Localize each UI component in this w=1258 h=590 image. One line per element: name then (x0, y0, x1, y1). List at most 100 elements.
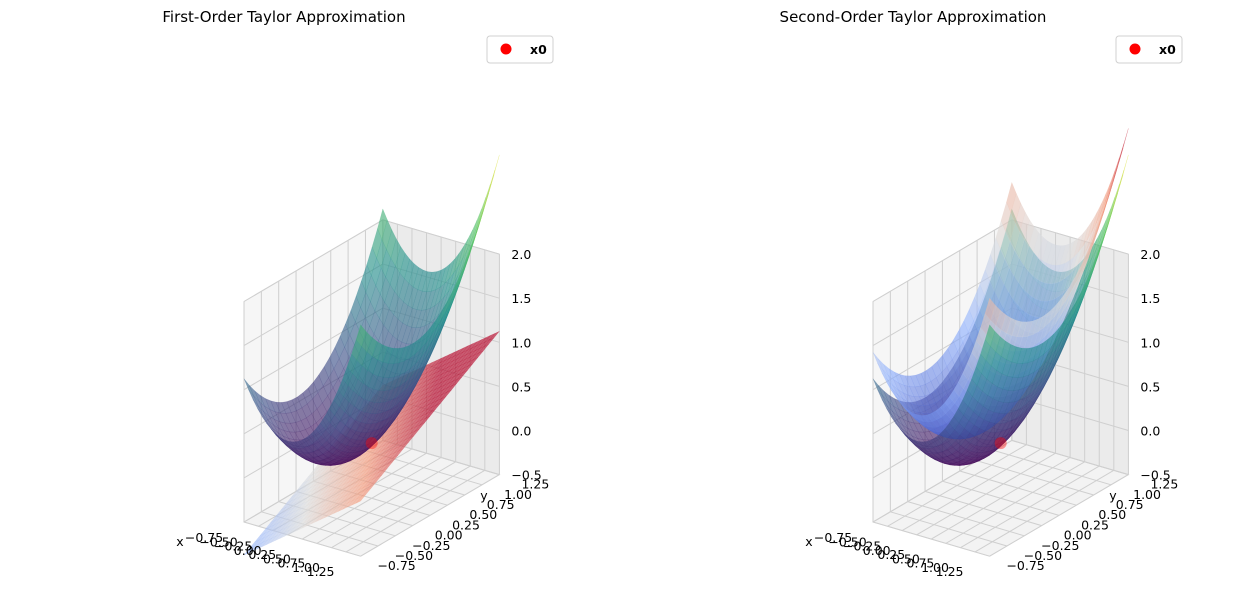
surface-approx-facet (478, 344, 489, 354)
grid-z-left (243, 219, 384, 302)
y-tick-label: 0.50 (1098, 507, 1126, 522)
y-axis-label: y (480, 488, 488, 503)
z-tick-label: 1.0 (1140, 335, 1160, 350)
x-tick-label: −0.75 (185, 530, 223, 545)
legend-label: x0 (530, 42, 547, 57)
x-tick-label: −0.25 (843, 539, 881, 554)
legend: x0 (1115, 35, 1183, 64)
z-tick-label: 1.5 (1140, 291, 1160, 306)
y-axis-label: y (1109, 488, 1117, 503)
surface-true-facet (1064, 303, 1076, 329)
tick-labels: −0.75−0.50−0.250.000.250.500.751.001.25−… (185, 247, 549, 579)
surface-approx-facet (1118, 128, 1129, 164)
surface-approx-facet (462, 363, 473, 373)
y-tick-label: −0.75 (377, 558, 415, 573)
x-tick-label: 1.00 (292, 560, 320, 575)
y-tick-label: 0.50 (469, 507, 497, 522)
y-tick-label: 1.00 (1133, 487, 1161, 502)
grid-y-floor (243, 521, 361, 557)
chart-first-order-svg: First-Order Taylor Approximation−0.75−0.… (162, 8, 554, 579)
surface-approx-facet (393, 448, 404, 458)
plot-area: Second-Order Taylor Approximation−0.75−0… (780, 8, 1183, 579)
grid-y-floor (942, 480, 1060, 516)
grid-y-floor (959, 470, 1077, 506)
surface-approx-facet (984, 297, 996, 321)
y-tick-label: 1.25 (1150, 477, 1178, 492)
y-tick-label: 0.25 (1081, 517, 1109, 532)
y-tick-label: 0.00 (1064, 528, 1092, 543)
legend-marker (500, 43, 512, 55)
grid-z-left (243, 263, 384, 347)
y-tick-label: 0.25 (452, 517, 480, 532)
surface-true-facet (1043, 333, 1055, 355)
z-tick-label: 2.0 (511, 247, 531, 262)
chart-second-order: Second-Order Taylor Approximation −0.75 −0… (629, 0, 1258, 590)
surface-approx-facet (377, 468, 388, 478)
x-tick-label: 0.50 (892, 551, 920, 566)
y-tick-label: 0.00 (435, 528, 463, 543)
y-tick-label: −0.50 (395, 548, 433, 563)
grid-y-floor (890, 511, 1008, 547)
z-tick-label: 2.0 (1140, 247, 1160, 262)
grid-y-floor (907, 501, 1025, 537)
surface-approx-facet (1075, 255, 1086, 283)
z-tick-label: −0.5 (1140, 468, 1170, 483)
x-tick-label: 0.75 (278, 556, 306, 571)
y-tick-label: 1.25 (521, 477, 549, 492)
tick-labels: −0.75−0.50−0.250.000.250.500.751.001.25−… (814, 247, 1178, 579)
x-tick-label: 0.00 (234, 543, 262, 558)
plot-area: First-Order Taylor Approximation−0.75−0.… (162, 8, 554, 579)
grid-z-back (1011, 439, 1129, 476)
x-tick-label: 1.25 (307, 564, 335, 579)
z-tick-label: −0.5 (511, 468, 541, 483)
surface-approx-facet (414, 422, 425, 432)
chart-title: First-Order Taylor Approximation (162, 8, 405, 26)
surface-approx-facet (355, 494, 367, 504)
z-tick-label: 0.0 (511, 424, 531, 439)
grid-y-floor (872, 521, 990, 557)
surface-true-facet (414, 333, 426, 355)
y-tick-label: −0.25 (412, 538, 450, 553)
surface-approx-facet (425, 409, 436, 419)
surface-approx-facet (1080, 243, 1092, 271)
legend-box (486, 35, 554, 64)
y-tick-label: 0.75 (1116, 497, 1144, 512)
expansion-point-marker (994, 437, 1007, 450)
x-tick-label: −0.75 (814, 530, 852, 545)
surfaces (243, 154, 500, 556)
x-tick-label: 1.25 (936, 564, 964, 579)
x-tick-label: 0.25 (248, 547, 276, 562)
grid-y-floor (994, 450, 1112, 486)
surface-true-facet (355, 324, 367, 347)
z-tick-label: 1.5 (511, 291, 531, 306)
expansion-point-marker (365, 437, 378, 450)
x-axis-label: x (805, 534, 812, 549)
legend: x0 (486, 35, 554, 64)
surface-approx-facet (446, 383, 457, 393)
chart-second-order-svg: Second-Order Taylor Approximation−0.75−0… (780, 8, 1183, 579)
grid-y-floor (976, 460, 1094, 496)
surface-approx-facet (420, 415, 431, 426)
surfaces (872, 128, 1129, 466)
x-tick-label: −0.50 (828, 534, 866, 549)
legend-marker (1129, 43, 1141, 55)
surface-true-facet (489, 154, 500, 190)
surface-true-facet (984, 324, 996, 347)
x-tick-label: −0.50 (199, 534, 237, 549)
chart-first-order: First-Order Taylor Approximation −0.75 −0.… (162, 8, 554, 579)
x-tick-label: 1.00 (921, 560, 949, 575)
x-tick-label: −0.25 (214, 539, 252, 554)
y-tick-label: 0.75 (487, 497, 515, 512)
y-tick-label: −0.75 (1006, 558, 1044, 573)
grid-y-floor (924, 490, 1042, 527)
x-tick-label: 0.50 (263, 551, 291, 566)
z-tick-label: 0.5 (511, 379, 531, 394)
x-tick-label: 0.25 (877, 547, 905, 562)
grid-z-left (872, 219, 1013, 302)
chart-title: Second-Order Taylor Approximation (780, 8, 1047, 26)
legend-box (1115, 35, 1183, 64)
y-tick-label: −0.50 (1024, 548, 1062, 563)
grid-z-back (382, 219, 500, 255)
y-tick-label: 1.00 (504, 487, 532, 502)
